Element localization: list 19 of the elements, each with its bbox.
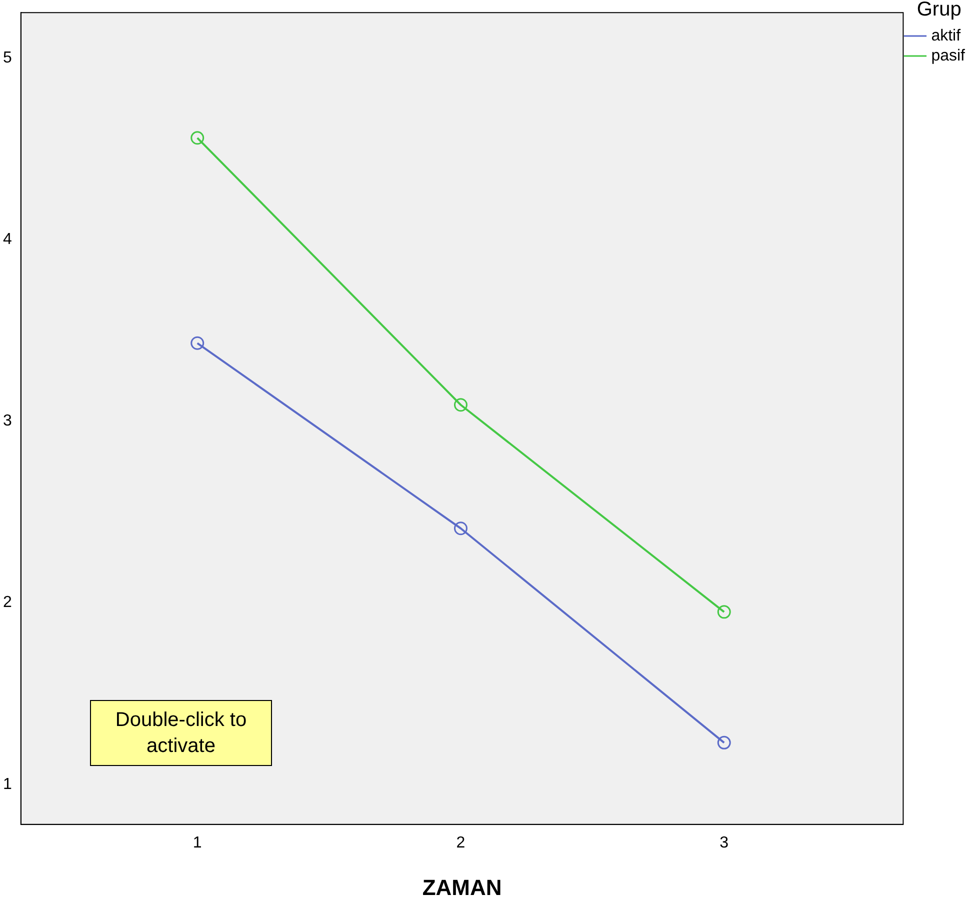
point	[717, 736, 731, 750]
point	[717, 605, 731, 619]
y-tick-label: 3	[2, 412, 12, 430]
point	[190, 336, 204, 350]
x-tick-label: 1	[192, 834, 202, 852]
y-tick-label: 5	[2, 49, 12, 66]
x-tick-label: 3	[720, 834, 729, 852]
y-tick-label: 4	[2, 231, 12, 248]
point	[190, 131, 204, 145]
y-tick-label: 2	[2, 594, 12, 612]
x-tick-label: 2	[456, 834, 466, 852]
legend-title: Grup	[916, 0, 962, 21]
y-tick-label: 1	[2, 776, 12, 793]
legend-label: aktif	[931, 27, 962, 44]
point	[454, 522, 468, 536]
x-axis-title: ZAMAN	[422, 874, 502, 900]
annotation: Double-click to activate	[90, 700, 272, 766]
point	[454, 398, 468, 412]
legend-label: pasif	[931, 47, 966, 64]
